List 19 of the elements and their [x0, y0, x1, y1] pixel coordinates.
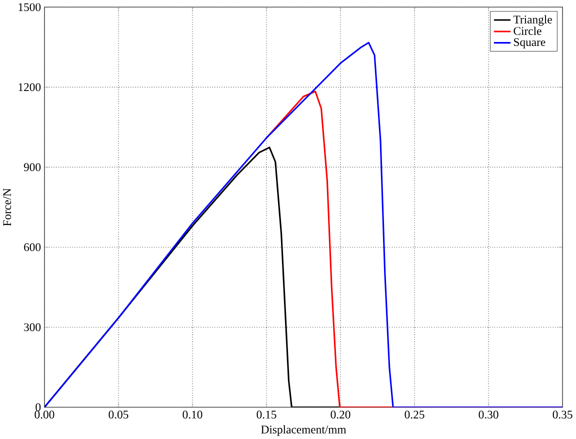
y-tick-label: 600 — [24, 243, 41, 252]
legend-label: Square — [514, 38, 546, 48]
x-tick-label: 0.10 — [182, 410, 202, 419]
y-tick-label: 300 — [24, 323, 41, 332]
legend-label: Triangle — [513, 15, 552, 26]
x-tick-label: 0.20 — [330, 410, 350, 419]
x-tick-label: 0.25 — [404, 410, 424, 419]
y-tick-label: 0 — [36, 403, 41, 412]
y-tick-label: 900 — [24, 163, 41, 172]
x-axis-title: Displacement/mm — [261, 425, 346, 436]
legend-label: Circle — [514, 26, 542, 35]
x-tick-label: 0.15 — [256, 410, 276, 419]
y-axis-title: Force/N — [3, 188, 12, 226]
x-tick-label: 0.00 — [34, 410, 54, 419]
x-tick-label: 0.30 — [478, 410, 498, 419]
x-tick-label: 0.35 — [552, 410, 572, 419]
y-tick-label: 1200 — [18, 83, 41, 92]
y-tick-label: 1500 — [18, 3, 41, 12]
x-tick-label: 0.05 — [108, 410, 128, 419]
